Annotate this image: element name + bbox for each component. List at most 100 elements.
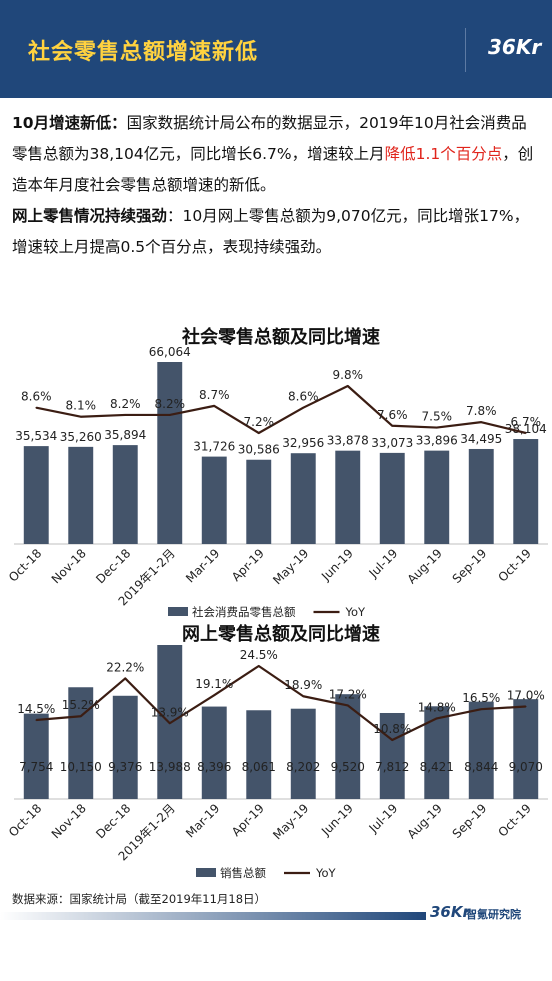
x-tick-label: Aug-19 [405,546,445,586]
yoy-value-label: 7.5% [422,410,453,424]
bar [68,446,94,544]
x-tick-label: Oct-18 [6,546,44,584]
bar [290,453,316,544]
yoy-point [257,432,260,434]
bar-value-label: 7,754 [19,760,53,774]
bar-value-label: 30,586 [238,443,280,457]
yoy-point [480,708,483,711]
bar [23,446,49,544]
yoy-point [124,414,127,416]
bar-value-label: 13,988 [149,760,191,774]
yoy-point [391,739,394,741]
bar [157,362,183,544]
bar [246,459,272,544]
intro-retail-text-b: ，创造本年月度社会零售总额增速的新低。 [12,145,534,194]
intro-online-heading: 网上零售情况持续强劲 [12,207,168,225]
x-tick-label: Jun-19 [318,801,356,839]
bar-value-label: 33,073 [371,436,413,450]
yoy-value-label: 8.1% [66,399,97,413]
footer-brand: 智氪研究院 [466,908,521,921]
bar [246,710,272,799]
yoy-point [35,406,38,409]
yoy-point [257,665,260,667]
bar [68,687,94,799]
bar [379,712,405,799]
retail-sales-chart: 社会零售总额及同比增速 35,534 35,260 35,894 66,064 31,72… [6,326,548,619]
intro-paragraph-online: 网上零售情况持续强劲：10月网上零售总额为9,070亿元，同比增张17%，增速较… [12,201,542,263]
yoy-value-label: 13.9% [151,705,189,719]
yoy-point [168,722,171,725]
intro-online-text: ：10月网上零售总额为9,070亿元，同比增张17%，增速较上月提高0.5个百分… [12,207,530,256]
x-tick-label: Dec-18 [93,546,133,586]
yoy-point [346,385,349,387]
data-source-note: 数据来源：国家统计局（截至2019年11月18日） [12,892,267,906]
x-tick-label: Sep-19 [450,801,490,841]
yoy-point [435,426,438,429]
bar [23,713,49,799]
x-tick-label: Nov-18 [49,546,89,586]
bar [335,450,361,544]
bar-value-label: 33,896 [416,434,458,448]
bar-value-label: 8,421 [420,760,454,774]
x-tick-label: Dec-18 [93,801,133,841]
bar-value-label: 33,878 [327,434,369,448]
chart-title: 网上零售总额及同比增速 [182,623,380,645]
yoy-value-label: 18.9% [284,678,322,692]
header-banner: 社会零售总额增速新低 36Kr [0,0,552,98]
x-tick-label: May-19 [270,801,311,842]
yoy-point [35,719,38,721]
bar [335,694,361,799]
legend-bar-swatch [196,868,216,877]
x-tick-label: Oct-19 [495,801,533,839]
bar-value-label: 8,202 [286,760,320,774]
yoy-value-label: 7.2% [244,415,275,429]
x-tick-label: Oct-18 [6,801,44,839]
yoy-value-label: 8.6% [288,390,319,404]
yoy-value-label: 8.7% [199,388,230,402]
bar-value-label: 35,260 [60,430,102,444]
bar [468,701,494,799]
bar-value-label: 7,812 [375,760,409,774]
legend-bar-swatch [168,607,188,616]
yoy-value-label: 7.6% [377,408,408,422]
x-tick-label: Apr-19 [229,801,267,839]
yoy-point [79,415,82,418]
x-tick-label: Oct-19 [495,546,533,584]
yoy-value-label: 7.8% [466,404,497,418]
yoy-value-label: 16.5% [462,691,500,705]
footer-divider [0,912,426,920]
intro-retail-text-a: 国家数据统计局公布的数据显示，2019年10月社会消费品零售总额为38,104亿… [12,114,527,163]
yoy-point [213,694,216,696]
yoy-value-label: 9.8% [333,368,364,382]
bar-value-label: 10,150 [60,760,102,774]
yoy-point [524,705,527,708]
page-title: 社会零售总额增速新低 [28,40,259,65]
yoy-value-label: 8.2% [110,397,141,411]
yoy-value-label: 14.8% [418,700,456,714]
yoy-point [346,704,349,707]
legend-bar-label: 销售总额 [220,866,266,880]
bar [379,452,405,544]
yoy-point [213,405,216,407]
yoy-point [524,432,527,434]
yoy-value-label: 8.2% [155,397,186,411]
intro-text: 10月增速新低：国家数据统计局公布的数据显示，2019年10月社会消费品零售总额… [12,108,542,263]
x-tick-label: Mar-19 [183,801,222,840]
bar-value-label: 35,534 [15,429,57,443]
yoy-point [302,406,305,409]
yoy-value-label: 8.6% [21,390,52,404]
yoy-point [168,414,171,416]
x-tick-label: May-19 [270,546,311,587]
bar [201,456,227,544]
yoy-point [480,421,483,423]
footer-logo: 36Kr [430,903,470,921]
legend-line-label: YoY [345,605,367,619]
bar-value-label: 8,844 [464,760,498,774]
yoy-value-label: 19.1% [195,677,233,691]
bar-value-label: 66,064 [149,345,191,359]
yoy-value-label: 24.5% [240,648,278,662]
online-retail-chart: 网上零售总额及同比增速 7,754 10,150 9,376 13,988 8,396 8,… [6,623,548,880]
yoy-value-label: 6.7% [511,415,542,429]
yoy-value-label: 14.5% [17,702,55,716]
yoy-line [36,384,527,435]
